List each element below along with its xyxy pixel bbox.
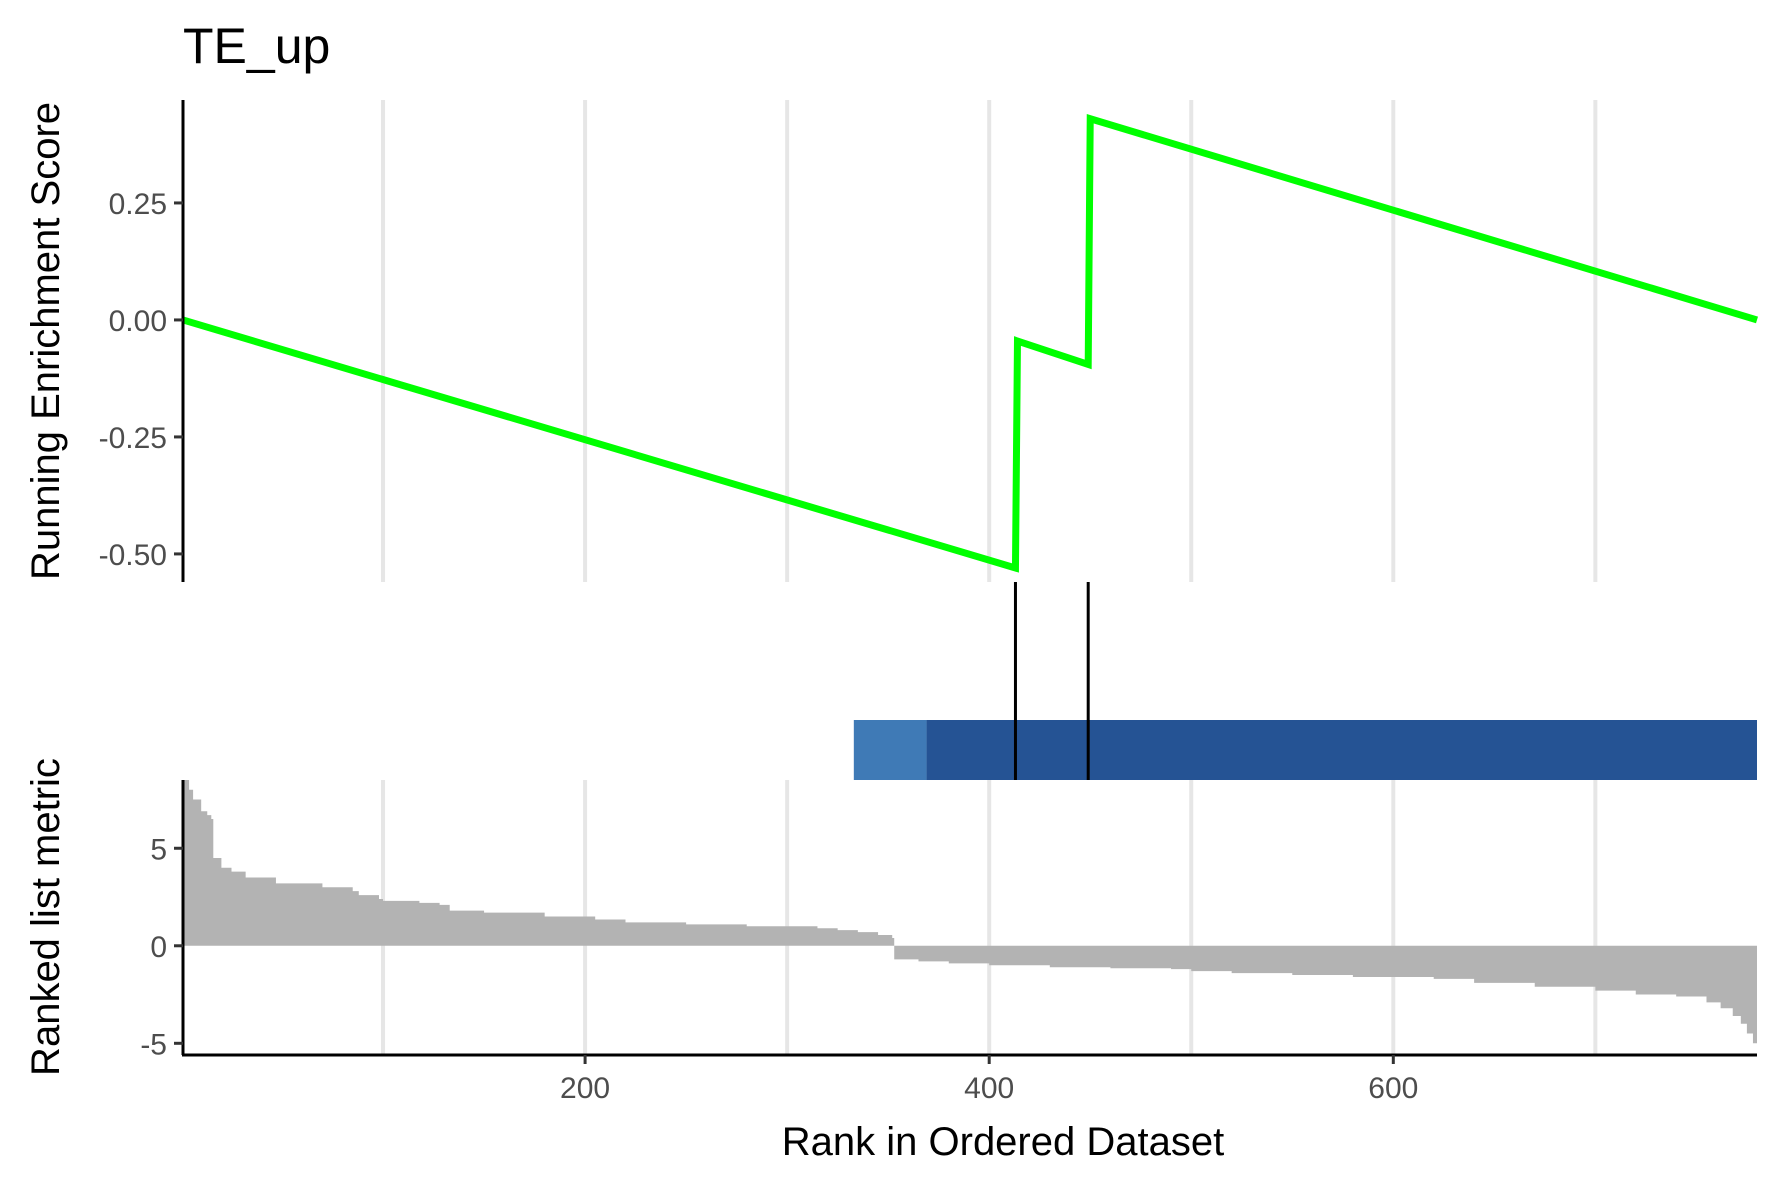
- chart-title: TE_up: [183, 18, 330, 74]
- running-score-y-tick-label-1: 0.00: [109, 305, 167, 338]
- running-score-line-0: [182, 114, 1759, 573]
- label-clip-mask: [0, 582, 120, 592]
- running-score-panel: [182, 114, 1759, 573]
- x-axis-title: Rank in Ordered Dataset: [782, 1120, 1224, 1164]
- running-score-grid: [381, 100, 1598, 582]
- x-tick-label-0: 200: [560, 1072, 610, 1105]
- axis-ticks: 0.25 0.00 -0.25 -0.50 5 0 -5 200 400 600: [99, 188, 1419, 1105]
- ranked-metric-y-tick-label-2: -5: [140, 1028, 167, 1061]
- x-tick-label-2: 600: [1368, 1072, 1418, 1105]
- running-score-y-tick-label-3: -0.50: [99, 539, 167, 572]
- x-tick-label-1: 400: [964, 1072, 1014, 1105]
- running-score-y-axis-title: Running Enrichment Score: [24, 102, 68, 580]
- ranked-metric-y-tick-label-1: 0: [150, 931, 167, 964]
- rank-gradient-bar: [853, 720, 1757, 780]
- gradient-segment-1: [926, 720, 1757, 780]
- ranked-metric-y-axis-title: Ranked list metric: [24, 758, 68, 1076]
- running-score-y-tick-label-2: -0.25: [99, 422, 167, 455]
- gradient-segment-0: [853, 720, 927, 780]
- ranked-metric-y-tick-label-0: 5: [150, 833, 167, 866]
- running-score-y-tick-label-0: 0.25: [109, 188, 167, 221]
- hit-markers: [1013, 582, 1090, 780]
